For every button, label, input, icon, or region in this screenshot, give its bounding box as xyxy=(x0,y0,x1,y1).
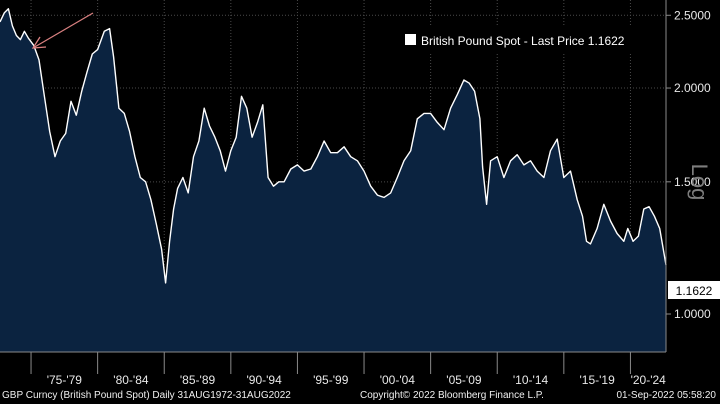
legend-background xyxy=(396,27,662,54)
x-range-label: '20-'24 xyxy=(631,373,667,387)
y-tick-label: 1.5000 xyxy=(674,175,711,189)
x-range-label: '15-'19 xyxy=(579,373,615,387)
legend-swatch xyxy=(405,34,416,45)
price-area xyxy=(0,8,666,353)
legend: British Pound Spot - Last Price 1.1622 xyxy=(396,27,662,54)
y-tick-label: 2.5000 xyxy=(674,8,711,22)
x-range-label: '75-'79 xyxy=(47,373,83,387)
x-range-label: '05-'09 xyxy=(446,373,482,387)
x-range-label: '00-'04 xyxy=(380,373,416,387)
y-tick-label: 2.0000 xyxy=(674,81,711,95)
x-axis: '75-'79 '80-'84 '85-'89 '90-'94 '95-'99 '00-'… xyxy=(30,352,667,387)
y-scale-label: Log xyxy=(687,164,712,201)
last-price-box xyxy=(668,281,720,299)
x-range-label: '95-'99 xyxy=(313,373,349,387)
x-range-label: '90-'94 xyxy=(246,373,282,387)
arrow-shaft xyxy=(32,12,94,49)
y-tick-label: 1.0000 xyxy=(674,307,711,321)
annotation-arrow xyxy=(31,12,94,49)
last-price-marker: 1.1622 xyxy=(668,281,720,299)
legend-label: British Pound Spot - Last Price 1.1622 xyxy=(421,34,625,48)
last-price-label: 1.1622 xyxy=(676,284,713,298)
footer-right: 01-Sep-2022 05:58:20 xyxy=(616,390,716,401)
legend-series-name: British Pound Spot - Last Price xyxy=(421,34,585,48)
price-line xyxy=(0,8,667,284)
x-range-label: '80-'84 xyxy=(113,373,149,387)
y-axis: 1.0000 1.5000 2.0000 2.5000 xyxy=(666,8,711,321)
x-range-label: '85-'89 xyxy=(180,373,216,387)
legend-last-value: 1.1622 xyxy=(588,34,625,48)
footer-left: GBP Curncy (British Pound Spot) Daily 31… xyxy=(2,390,291,401)
footer-center: Copyright© 2022 Bloomberg Finance L.P. xyxy=(360,390,544,401)
x-range-label: '10-'14 xyxy=(513,373,549,387)
arrow-head xyxy=(31,36,47,49)
